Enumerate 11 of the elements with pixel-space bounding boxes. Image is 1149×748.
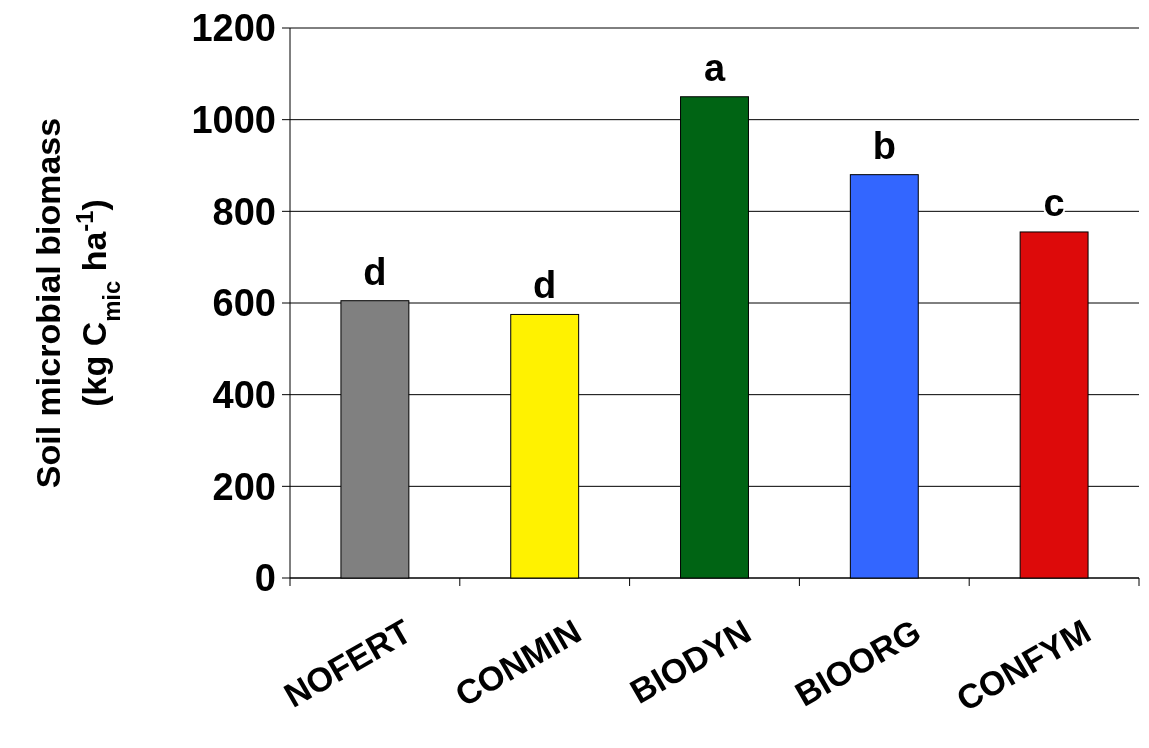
y-tick-label: 1000 <box>191 98 276 141</box>
y-tick-label: 600 <box>212 282 276 325</box>
annotation: d <box>363 250 387 293</box>
annotation: b <box>872 124 896 167</box>
y-tick-label: 800 <box>212 190 276 233</box>
y-tick-label: 400 <box>212 373 276 416</box>
annotation: a <box>703 46 726 89</box>
annotation: d <box>533 264 557 307</box>
y-tick-label: 200 <box>212 465 276 508</box>
y-tick-label: 0 <box>254 557 276 600</box>
y-tick-label: 1200 <box>191 7 276 50</box>
